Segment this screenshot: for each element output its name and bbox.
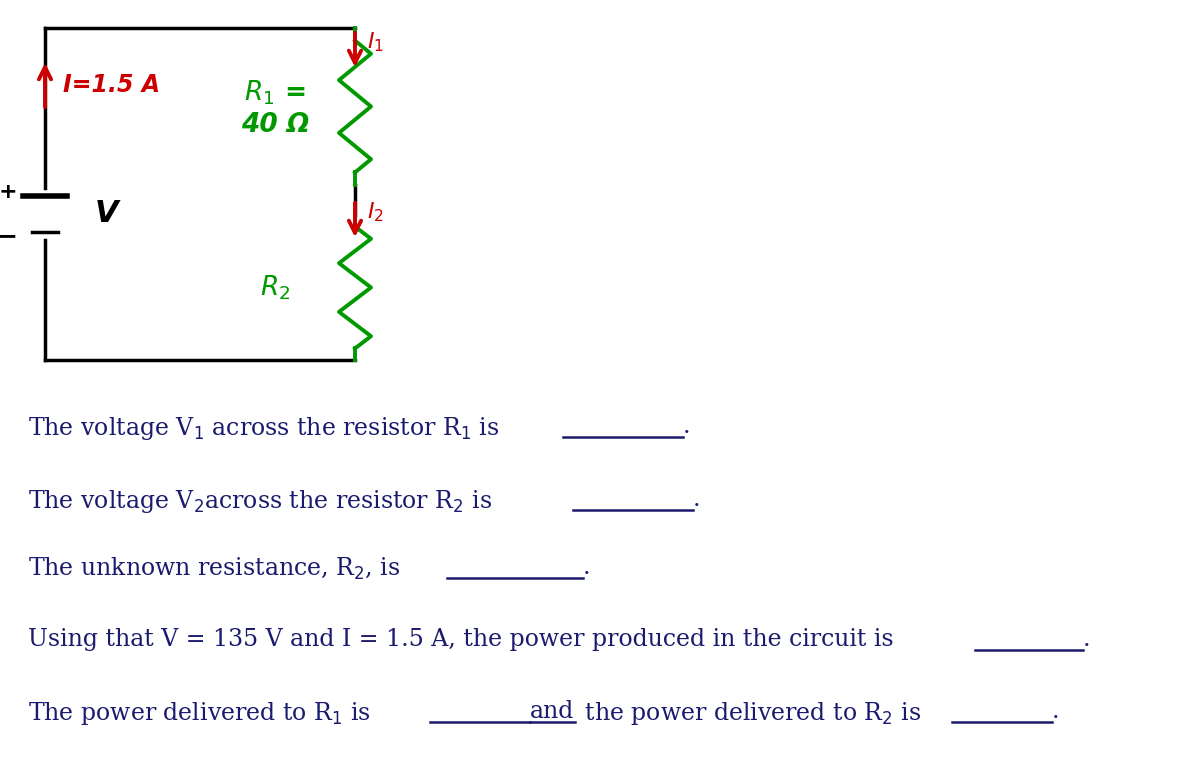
Text: .: .: [694, 488, 701, 511]
Text: .: .: [683, 415, 691, 438]
Text: .: .: [583, 556, 590, 579]
Text: The voltage V$_2$across the resistor R$_2$ is: The voltage V$_2$across the resistor R$_…: [28, 488, 493, 515]
Text: Using that V = 135 V and I = 1.5 A, the power produced in the circuit is: Using that V = 135 V and I = 1.5 A, the …: [28, 628, 901, 651]
Text: The voltage V$_1$ across the resistor R$_1$ is: The voltage V$_1$ across the resistor R$…: [28, 415, 500, 442]
Text: 40 Ω: 40 Ω: [241, 112, 310, 137]
Text: the power delivered to R$_2$ is: the power delivered to R$_2$ is: [577, 700, 922, 727]
Text: −: −: [0, 224, 17, 248]
Text: .: .: [1084, 628, 1091, 651]
Text: $I_2$: $I_2$: [367, 200, 384, 223]
Text: The unknown resistance, R$_2$, is: The unknown resistance, R$_2$, is: [28, 556, 402, 582]
Text: $R_1$ =: $R_1$ =: [245, 78, 306, 107]
Text: $R_2$: $R_2$: [260, 273, 290, 302]
Text: .: .: [1052, 700, 1060, 723]
Text: and: and: [530, 700, 575, 723]
Text: The power delivered to R$_1$ is: The power delivered to R$_1$ is: [28, 700, 371, 727]
Text: V: V: [95, 199, 119, 228]
Text: I=1.5 A: I=1.5 A: [64, 73, 160, 97]
Text: $I_1$: $I_1$: [367, 30, 384, 54]
Text: +: +: [0, 182, 17, 202]
